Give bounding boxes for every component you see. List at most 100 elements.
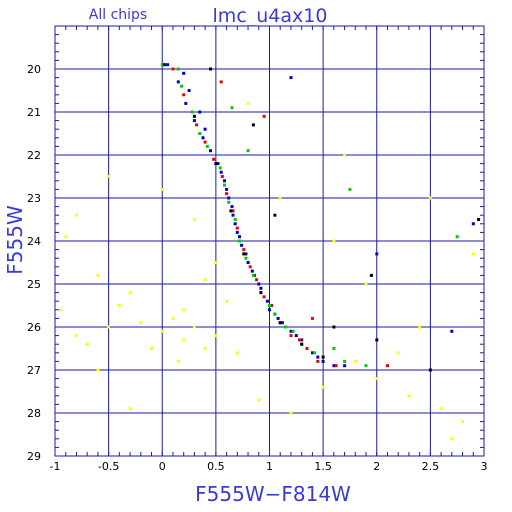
data-point (74, 334, 78, 338)
tick-labels: -1 -0.5 0 0.5 1 1.5 2 2.5 3 20 21 22 23 24 25 26 27 28 29 (27, 63, 488, 473)
data-point (238, 235, 241, 239)
data-point (58, 308, 62, 312)
data-point (195, 123, 199, 127)
data-point (223, 183, 226, 187)
data-point (214, 261, 218, 264)
x-axis-label: F555W−F814W (195, 482, 351, 506)
data-point (316, 355, 320, 359)
data-point (171, 316, 175, 320)
data-point (278, 196, 282, 200)
data-point (128, 407, 132, 411)
data-point (369, 273, 373, 277)
data-point (117, 304, 121, 307)
data-point (176, 80, 180, 84)
data-point (268, 308, 271, 312)
data-point (348, 187, 352, 191)
data-point (250, 269, 254, 273)
data-point (85, 342, 89, 346)
data-point (230, 205, 234, 209)
x-tick-label: 1 (266, 460, 273, 473)
data-point (171, 67, 175, 71)
data-point (205, 144, 209, 148)
data-point (273, 312, 277, 316)
y-axis-label: F555W (3, 205, 27, 275)
data-point (246, 101, 250, 105)
data-point (220, 175, 224, 178)
y-tick-label: 21 (27, 106, 41, 119)
data-point (139, 321, 143, 325)
data-point (225, 192, 229, 196)
data-point (455, 235, 459, 239)
data-point (230, 106, 234, 110)
x-tick-label: 3 (481, 460, 488, 473)
data-point (244, 252, 248, 256)
data-point (257, 398, 261, 402)
data-point (407, 394, 411, 398)
data-point (219, 80, 223, 84)
data-point (107, 175, 111, 178)
data-point (216, 162, 220, 166)
data-point (343, 359, 347, 363)
data-point (198, 110, 202, 114)
data-point (332, 325, 336, 329)
data-point (471, 252, 475, 256)
data-point (182, 308, 186, 312)
y-tick-label: 27 (27, 364, 41, 377)
data-point (242, 252, 246, 256)
data-point (203, 347, 207, 350)
chart-subtitle: All chips (89, 7, 147, 23)
data-point (332, 364, 336, 368)
data-point (375, 377, 379, 381)
data-point (291, 329, 295, 333)
data-point (428, 196, 432, 200)
x-tick-label: -0.5 (98, 460, 119, 473)
data-point (128, 291, 132, 295)
data-point (375, 338, 379, 342)
data-point (343, 153, 347, 157)
data-point (289, 76, 293, 80)
data-point (265, 299, 269, 303)
data-point (180, 84, 184, 88)
data-point (386, 364, 389, 368)
data-point (160, 187, 164, 191)
data-point (235, 226, 239, 230)
data-point (461, 420, 464, 424)
y-tick-label: 22 (27, 149, 41, 162)
x-tick-label: -1 (50, 460, 61, 473)
y-tick-label: 20 (27, 63, 41, 76)
data-point (182, 71, 186, 75)
data-point (235, 351, 239, 355)
data-point (242, 248, 246, 252)
data-point (74, 213, 78, 217)
data-point (334, 364, 338, 368)
data-point (203, 278, 207, 282)
data-point (280, 321, 284, 325)
data-point (150, 347, 153, 350)
data-point (251, 123, 255, 127)
x-tick-label: 2.5 (422, 460, 440, 473)
data-point (218, 166, 222, 170)
data-point (300, 338, 304, 342)
data-point (209, 149, 212, 153)
data-point (262, 295, 266, 299)
data-point (176, 67, 180, 71)
data-point (278, 321, 282, 325)
data-point (321, 359, 325, 363)
data-point (276, 316, 280, 320)
data-point (219, 170, 223, 174)
y-tick-label: 29 (27, 450, 41, 463)
x-tick-label: 1.5 (314, 460, 332, 473)
data-point (450, 437, 454, 441)
data-point (246, 149, 250, 153)
data-point (238, 239, 241, 243)
data-point (203, 140, 207, 144)
data-point (212, 157, 216, 161)
data-point (259, 286, 263, 290)
data-point (229, 209, 233, 213)
data-point (182, 338, 186, 342)
chart-title: lmc_u4ax10 (213, 5, 328, 27)
data-point (246, 261, 250, 264)
data-point (96, 368, 100, 372)
data-point (321, 385, 325, 389)
